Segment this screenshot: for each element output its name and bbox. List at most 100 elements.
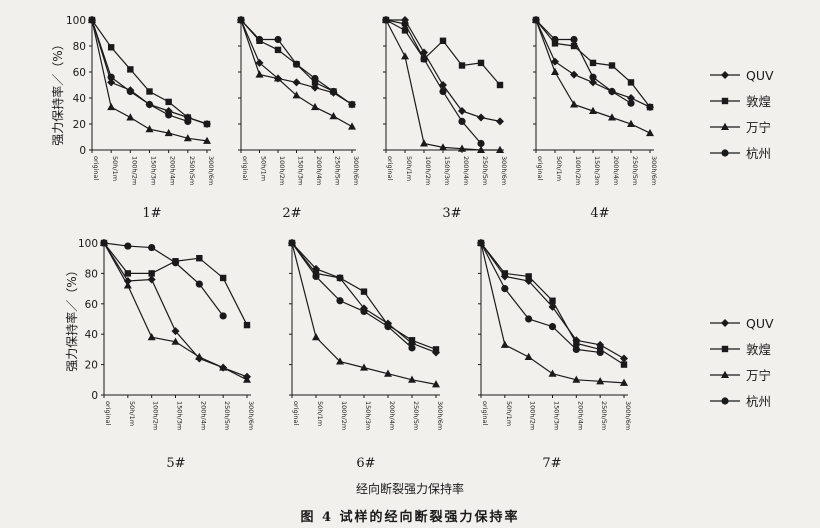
triangle-marker [219, 363, 228, 371]
circle-marker [501, 285, 509, 293]
x-tick-label: 300h/6m [352, 156, 360, 185]
x-tick-label: 100h/2m [529, 401, 537, 430]
triangle-marker [608, 113, 616, 121]
legend-triangle-marker [721, 122, 729, 130]
x-tick-label: 50h/1m [555, 156, 563, 181]
triangle-marker [589, 106, 597, 114]
x-tick-label: 250h/5m [223, 401, 231, 430]
legend-top-label: 杭州 [746, 146, 771, 161]
x-tick-label: 150h/3m [443, 156, 451, 185]
panel-label: 1# [142, 206, 161, 221]
x-tick-label: original [241, 156, 249, 180]
series-line-QUV [291, 242, 437, 354]
circle-marker [572, 345, 580, 353]
triangle-marker [548, 369, 557, 377]
diamond-marker [107, 78, 116, 87]
x-tick-label: 250h/5m [188, 156, 196, 185]
legend-diamond-marker [721, 71, 729, 79]
circle-marker [384, 323, 392, 331]
square-marker [501, 270, 509, 277]
series-line-杭州 [291, 242, 413, 349]
triangle-marker [384, 369, 392, 377]
square-marker [432, 346, 440, 353]
x-tick-label: 250h/5m [631, 156, 639, 185]
triangle-marker [274, 74, 282, 82]
diamond-marker [255, 58, 264, 67]
x-tick-label: 300h/6m [207, 156, 215, 185]
triangle-marker [596, 377, 605, 385]
square-marker [496, 81, 504, 89]
triangle-marker [312, 333, 320, 341]
legend-diamond-marker [721, 319, 729, 327]
x-tick-label: 50h/1m [128, 401, 136, 426]
legend-circle-marker [721, 397, 729, 405]
circle-marker [589, 73, 597, 81]
x-tick-label: 50h/1m [505, 401, 513, 426]
x-tick-label: 50h/1m [111, 156, 119, 181]
legend-top-label: 万宁 [746, 120, 771, 135]
square-marker [551, 40, 559, 47]
square-marker [146, 88, 153, 95]
x-tick-label: 200h/4m [462, 156, 470, 185]
x-tick-label: original [536, 156, 544, 180]
y-tick-label: 80 [73, 41, 86, 53]
circle-marker [401, 20, 409, 28]
y-tick-label: 100 [66, 15, 86, 27]
y-tick-label: 60 [85, 299, 98, 311]
circle-marker [171, 259, 180, 267]
square-marker [196, 255, 203, 262]
triangle-marker [627, 119, 635, 127]
legend-triangle-marker [721, 370, 729, 378]
circle-marker [477, 139, 485, 148]
diamond-marker [147, 275, 156, 284]
legend-bottom-label: 杭州 [746, 394, 771, 409]
square-marker [311, 79, 319, 86]
circle-marker [288, 239, 296, 247]
triangle-marker [401, 52, 409, 60]
x-tick-label: 150h/3m [150, 156, 158, 185]
square-marker [203, 120, 211, 128]
panel-label: 7# [542, 456, 561, 471]
x-tick-label: 250h/5m [481, 156, 489, 185]
triangle-marker [311, 102, 319, 111]
square-marker [184, 114, 192, 121]
x-tick-label: 200h/4m [612, 156, 620, 185]
figure-x-title: 经向断裂强力保持率 [355, 482, 464, 496]
circle-marker [274, 35, 282, 44]
x-tick-label: 250h/5m [412, 401, 420, 430]
series-line-杭州 [535, 19, 632, 104]
triangle-marker [243, 375, 251, 383]
diamond-marker [627, 94, 635, 102]
circle-marker [420, 55, 428, 63]
legend-bottom-label: QUV [746, 316, 774, 331]
x-tick-label: 100h/2m [152, 401, 160, 430]
circle-marker [126, 87, 134, 96]
triangle-marker [123, 281, 132, 289]
circle-marker [165, 111, 173, 119]
square-marker [458, 62, 466, 69]
square-marker [589, 59, 597, 67]
legend-square-marker [721, 345, 729, 353]
x-tick-label: 300h/6m [247, 401, 255, 430]
diamond-marker [458, 107, 466, 115]
x-tick-label: 300h/6m [436, 401, 444, 430]
legend-top-label: 敦煌 [746, 94, 771, 109]
circle-marker [100, 239, 108, 247]
legend-square-marker [721, 97, 729, 105]
x-tick-label: 200h/4m [169, 156, 177, 185]
square-marker [243, 321, 251, 329]
triangle-marker [408, 375, 416, 383]
x-tick-label: 100h/2m [574, 156, 582, 185]
x-tick-label: 150h/3m [364, 401, 372, 430]
x-tick-label: 100h/2m [340, 401, 348, 430]
circle-marker [439, 87, 447, 96]
circle-marker [237, 16, 245, 24]
x-tick-label: 100h/2m [278, 156, 286, 185]
circle-marker [329, 87, 338, 96]
triangle-marker [147, 333, 156, 341]
circle-marker [570, 35, 578, 44]
x-tick-label: 200h/4m [388, 401, 396, 430]
triangle-marker [292, 91, 301, 99]
circle-marker [184, 117, 192, 125]
figure-caption: 图 4 试样的经向断裂强力保持率 [300, 510, 520, 525]
